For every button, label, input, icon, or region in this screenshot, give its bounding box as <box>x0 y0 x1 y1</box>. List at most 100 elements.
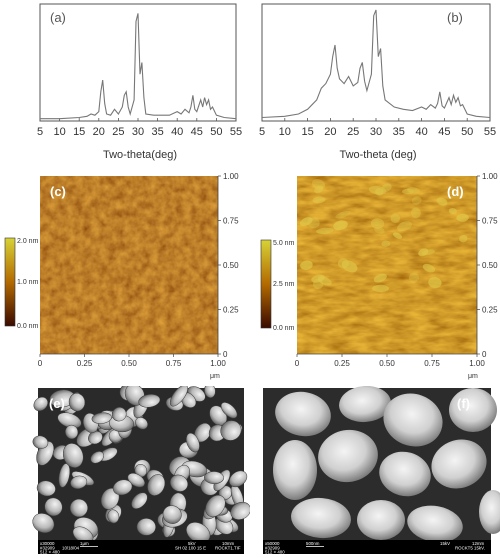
sem-e-grain <box>169 386 188 407</box>
sem-f-info-bar <box>263 540 491 554</box>
xrd-a-xtick-label-55: 55 <box>230 126 242 138</box>
sem-f-grain <box>291 497 351 539</box>
sem-f-file: ROCKT5 15kV. <box>455 546 485 551</box>
afm-d-grain <box>428 277 442 289</box>
afm-d-grain <box>418 248 429 257</box>
afm-d-xtick-label-4: 1.00 <box>469 359 485 368</box>
afm-c-ytick-label-4: 1.00 <box>223 172 239 181</box>
afm-d-texture <box>297 176 477 354</box>
sem-f-grain <box>431 439 487 489</box>
xrd-b-xtick-label-15: 15 <box>301 126 313 138</box>
sem-e-grain <box>68 393 86 412</box>
afm-panel-c: 0 0 0.25 0.25 0.50 0.50 0.75 0.75 1.00 1.00 (c) μ… <box>4 172 239 380</box>
afm-d-grain <box>373 273 387 283</box>
sem-f-grain <box>407 505 463 543</box>
panel-label-d: (d) <box>447 184 464 199</box>
xrd-a-xtick-label-10: 10 <box>53 126 65 138</box>
sem-e-grain <box>229 470 248 488</box>
panel-label-c: (c) <box>50 184 66 199</box>
sem-e-scale: 1μm <box>80 541 89 546</box>
afm-c-xtick-label-0: 0 <box>38 359 43 368</box>
afm-c-colorbar-max: 2.0 nm <box>17 238 39 245</box>
sem-f-grain <box>339 386 391 423</box>
sem-f-id: #32909 <box>265 546 280 551</box>
afm-c-ytick-label-0: 0 <box>223 350 228 359</box>
afm-d-colorbar-max: 5.0 nm <box>273 240 295 247</box>
sem-e-grain <box>112 479 133 496</box>
panel-label-b: (b) <box>447 10 463 25</box>
xrd-a-xlabel: Two-theta(deg) <box>103 149 177 161</box>
xrd-a-xtick-label-20: 20 <box>93 126 105 138</box>
afm-d-xtick-label-2: 0.50 <box>379 359 395 368</box>
afm-d-grain <box>370 218 385 229</box>
afm-d-ytick-label-1: 0.25 <box>482 306 498 315</box>
xrd-b-xlabel: Two-theta (deg) <box>339 149 416 161</box>
sem-e-date: 10/18/04 <box>62 546 80 551</box>
afm-d-grain <box>448 208 457 215</box>
afm-d-ytick-label-0: 0 <box>482 350 487 359</box>
afm-d-grain <box>335 210 351 219</box>
xrd-a-xtick-label-35: 35 <box>151 126 163 138</box>
sem-e-grain <box>33 396 49 412</box>
panel-label-f: (f) <box>457 396 470 411</box>
afm-c-ytick-label-3: 0.75 <box>223 217 239 226</box>
sem-e-grain <box>204 471 224 484</box>
sem-e-grain <box>62 443 84 468</box>
xrd-a-xtick-label-15: 15 <box>73 126 85 138</box>
sem-e-grain <box>134 463 147 478</box>
sem-e-grain <box>138 394 161 408</box>
afm-d-grain <box>436 197 448 206</box>
afm-d-grain <box>402 188 414 195</box>
afm-c-colorbar-min: 0.0 nm <box>17 323 39 330</box>
sem-e-grain <box>136 518 156 536</box>
sem-f-scale: 500nm <box>306 541 320 546</box>
afm-d-grain <box>381 240 391 247</box>
sem-e-mag: x30000 <box>40 541 55 546</box>
afm-d-grain <box>422 263 436 273</box>
sem-e-grain <box>44 497 63 517</box>
sem-panel-e: (e) x30000 1μm 5kV 10mm #32909 10/18/04 … <box>32 386 250 555</box>
afm-d-grain <box>316 227 334 235</box>
sem-e-grain <box>36 480 56 497</box>
sem-e-grain <box>147 474 166 496</box>
afm-c-xtick-label-3: 0.75 <box>166 359 182 368</box>
afm-d-grain <box>459 234 468 243</box>
xrd-b-xtick-label-45: 45 <box>438 126 450 138</box>
sem-e-grain <box>204 386 216 399</box>
sem-e-grain <box>111 407 127 422</box>
sem-f-grains <box>273 386 500 543</box>
xrd-b-xtick-label-50: 50 <box>461 126 473 138</box>
afm-c-texture <box>40 176 218 354</box>
panel-label-a: (a) <box>50 10 66 25</box>
sem-f-grain <box>273 440 317 500</box>
xrd-a-xtick-label-50: 50 <box>210 126 222 138</box>
afm-d-grain <box>341 260 358 273</box>
sem-e-grains <box>32 386 250 544</box>
xrd-a-xtick-label-30: 30 <box>132 126 144 138</box>
afm-d-colorbar-min: 0.0 nm <box>273 325 295 332</box>
xrd-a-xtick-label-45: 45 <box>191 126 203 138</box>
afm-d-grain <box>307 217 320 229</box>
afm-c-xtick-label-2: 0.50 <box>121 359 137 368</box>
sem-e-wd: 10mm <box>222 541 235 546</box>
afm-d-grain <box>368 185 387 195</box>
sem-e-grain <box>32 435 49 449</box>
afm-d-grain <box>381 183 392 193</box>
afm-d-grain <box>375 188 384 196</box>
sem-e-id: #32909 <box>40 546 55 551</box>
xrd-a-xtick-label-40: 40 <box>171 126 183 138</box>
xrd-b-xtick-label-10: 10 <box>279 126 291 138</box>
afm-c-colorbar <box>4 237 16 327</box>
sem-f-res: 512 × 480 <box>265 550 285 555</box>
sem-e-file: ROCKT1.TIF <box>215 546 241 551</box>
sem-e-grain <box>91 412 112 424</box>
sem-e-grain <box>65 424 79 440</box>
sem-panel-f: (f) x50000 500nm 15kV 12mm #32909 ROCKT5… <box>263 386 500 555</box>
afm-d-xtick-label-0: 0 <box>295 359 300 368</box>
xrd-a-xtick-label-25: 25 <box>112 126 124 138</box>
sem-e-grain <box>70 475 88 489</box>
xrd-plot-a: 5 10 15 20 25 30 35 40 45 50 55 (a) Two-theta(deg) <box>37 3 242 161</box>
afm-c-ytick-label-2: 0.50 <box>223 261 239 270</box>
afm-d-ytick-label-4: 1.00 <box>482 172 498 181</box>
afm-c-xtick-label-4: 1.00 <box>210 359 226 368</box>
